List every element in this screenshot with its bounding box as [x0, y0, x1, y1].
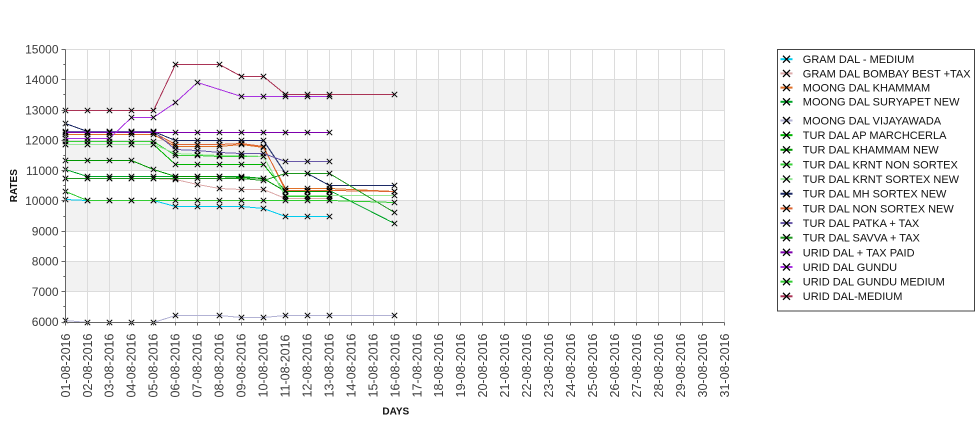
- svg-text:09-08-2016: 09-08-2016: [235, 334, 249, 398]
- svg-text:12000: 12000: [25, 134, 59, 148]
- svg-text:31-08-2016: 31-08-2016: [718, 334, 732, 398]
- svg-text:TUR DAL AP MARCHCERLA: TUR DAL AP MARCHCERLA: [803, 130, 947, 142]
- svg-text:25-08-2016: 25-08-2016: [586, 334, 600, 398]
- svg-text:MOONG DAL KHAMMAM: MOONG DAL KHAMMAM: [803, 83, 930, 95]
- svg-text:28-08-2016: 28-08-2016: [652, 334, 666, 398]
- svg-text:20-08-2016: 20-08-2016: [476, 334, 490, 398]
- svg-text:24-08-2016: 24-08-2016: [564, 334, 578, 398]
- svg-text:21-08-2016: 21-08-2016: [498, 334, 512, 398]
- svg-text:23-08-2016: 23-08-2016: [542, 334, 556, 398]
- svg-text:11000: 11000: [26, 164, 59, 178]
- svg-text:TUR DAL MH SORTEX NEW: TUR DAL MH SORTEX NEW: [803, 189, 947, 201]
- svg-text:7000: 7000: [32, 285, 59, 299]
- svg-text:MOONG DAL VIJAYAWADA: MOONG DAL VIJAYAWADA: [803, 115, 942, 127]
- svg-text:27-08-2016: 27-08-2016: [630, 334, 644, 398]
- svg-text:13-08-2016: 13-08-2016: [322, 334, 336, 398]
- svg-text:URID DAL GUNDU: URID DAL GUNDU: [803, 262, 897, 274]
- svg-text:11-08-2016: 11-08-2016: [278, 334, 292, 397]
- svg-text:16-08-2016: 16-08-2016: [388, 334, 402, 398]
- svg-text:18-08-2016: 18-08-2016: [432, 334, 446, 398]
- svg-text:9000: 9000: [32, 224, 59, 238]
- svg-text:TUR DAL NON SORTEX NEW: TUR DAL NON SORTEX NEW: [803, 203, 955, 215]
- svg-text:URID DAL GUNDU MEDIUM: URID DAL GUNDU MEDIUM: [803, 277, 945, 289]
- svg-text:15000: 15000: [25, 43, 59, 57]
- svg-text:RATES: RATES: [9, 169, 20, 202]
- svg-text:30-08-2016: 30-08-2016: [696, 334, 710, 398]
- svg-text:02-08-2016: 02-08-2016: [81, 334, 95, 398]
- svg-text:17-08-2016: 17-08-2016: [410, 334, 424, 398]
- svg-text:TUR DAL PATKA + TAX: TUR DAL PATKA + TAX: [803, 218, 920, 230]
- svg-text:14-08-2016: 14-08-2016: [344, 334, 358, 398]
- svg-text:26-08-2016: 26-08-2016: [608, 334, 622, 398]
- svg-text:19-08-2016: 19-08-2016: [454, 334, 468, 398]
- svg-text:MOONG DAL SURYAPET NEW: MOONG DAL SURYAPET NEW: [803, 97, 960, 109]
- svg-text:13000: 13000: [25, 103, 59, 117]
- svg-text:05-08-2016: 05-08-2016: [147, 334, 161, 398]
- svg-text:TUR DAL KHAMMAM NEW: TUR DAL KHAMMAM NEW: [803, 145, 939, 157]
- svg-text:TUR DAL KRNT NON SORTEX: TUR DAL KRNT NON SORTEX: [803, 159, 959, 171]
- svg-text:29-08-2016: 29-08-2016: [674, 334, 688, 398]
- svg-text:URID DAL + TAX PAID: URID DAL + TAX PAID: [803, 247, 915, 259]
- svg-text:URID DAL-MEDIUM: URID DAL-MEDIUM: [803, 291, 903, 303]
- svg-text:22-08-2016: 22-08-2016: [520, 334, 534, 398]
- svg-text:GRAM DAL - MEDIUM: GRAM DAL - MEDIUM: [803, 54, 914, 66]
- svg-text:14000: 14000: [25, 73, 59, 87]
- svg-text:08-08-2016: 08-08-2016: [213, 334, 227, 398]
- svg-text:10-08-2016: 10-08-2016: [257, 334, 271, 398]
- svg-text:TUR DAL SAVVA + TAX: TUR DAL SAVVA + TAX: [803, 233, 921, 245]
- svg-text:01-08-2016: 01-08-2016: [59, 334, 73, 398]
- svg-text:04-08-2016: 04-08-2016: [125, 334, 139, 398]
- svg-text:12-08-2016: 12-08-2016: [300, 334, 314, 398]
- svg-text:15-08-2016: 15-08-2016: [366, 334, 380, 398]
- svg-text:TUR DAL KRNT SORTEX NEW: TUR DAL KRNT SORTEX NEW: [803, 174, 960, 186]
- svg-text:03-08-2016: 03-08-2016: [103, 334, 117, 398]
- svg-text:10000: 10000: [25, 194, 59, 208]
- svg-text:06-08-2016: 06-08-2016: [169, 334, 183, 398]
- svg-text:GRAM DAL BOMBAY BEST +TAX: GRAM DAL BOMBAY BEST +TAX: [803, 68, 971, 80]
- svg-text:DAYS: DAYS: [382, 407, 409, 418]
- svg-text:8000: 8000: [32, 255, 59, 269]
- svg-text:6000: 6000: [32, 315, 59, 329]
- svg-text:07-08-2016: 07-08-2016: [191, 334, 205, 398]
